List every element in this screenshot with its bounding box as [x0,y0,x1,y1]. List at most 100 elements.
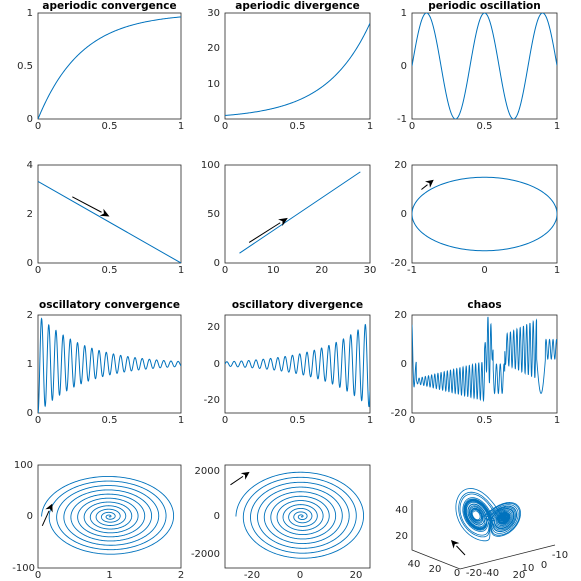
y-tick-label: 20 [513,570,526,581]
panel-aperiodic-convergence: aperiodic convergence 0 0.5 1 0 0.5 1 [17,0,184,132]
x-tick-label: 1 [367,121,373,132]
x-tick-label: 0.5 [102,121,118,132]
direction-arrowhead [451,540,460,549]
x-tick-label: 1 [178,265,184,276]
x-tick-label: 0 [481,265,487,276]
x-tick-label: 20 [315,265,328,276]
series-line [412,13,557,119]
y-tick-label: 50 [207,209,220,220]
direction-arrow [248,222,281,243]
series-line [235,471,365,559]
panel-title: aperiodic divergence [235,0,359,12]
panel-phase-line-diverging: 0 50 100 0 10 20 30 [201,160,376,276]
y-tick-label: 100 [201,160,220,171]
y-tick-label: 0 [27,114,33,125]
series-line [41,476,175,555]
series-line [239,171,361,254]
x-tick-label: 0.5 [477,415,493,426]
series-line [225,22,370,116]
x-tick-label: -40 [483,568,499,579]
y-tick-label: 1 [27,8,33,19]
y-tick-label: 30 [207,8,220,19]
x-tick-label: 20 [350,570,363,581]
panel-oscillatory-divergence: oscillatory divergence -20 0 20 0 0.5 1 [204,299,374,426]
x-tick-label: -1 [407,265,417,276]
y-tick-label: 20 [394,160,407,171]
x-tick-label: 40 [408,559,421,570]
x-tick-label: 0 [222,415,228,426]
y-tick-label: 0 [214,114,220,125]
y-tick-label: 20 [394,310,407,321]
y-tick-label: -2000 [191,549,220,560]
x-tick-label: 0 [409,121,415,132]
plot-box [224,464,371,569]
panel-phase-ellipse: -20 0 20 -1 0 1 [391,160,561,276]
y-tick-label: 0 [214,258,220,269]
y-tick-label: 0 [401,359,407,370]
x-tick-label: 1 [554,265,560,276]
x-tick-label: 0 [35,121,41,132]
y-tick-label: -10 [552,550,568,561]
panel-chaos: chaos -20 0 20 0 0.5 1 [391,299,561,426]
panel-periodic-oscillation: periodic oscillation -1 0 1 0 0.5 1 [397,0,560,132]
x-tick-label: 1 [106,570,112,581]
x-tick-label: 1 [178,415,184,426]
panel-phase-spiral-small: -100 0 100 0 1 2 [12,460,184,581]
axis-frame [411,500,556,570]
y-tick-label: 2 [27,209,33,220]
y-tick-label: -100 [12,563,35,574]
y-tick-label: 2 [27,310,33,321]
x-tick-label: 1 [554,121,560,132]
z-tick-label: 20 [395,531,408,542]
panel-title: periodic oscillation [428,0,541,12]
direction-arrow [230,475,244,486]
y-tick-label: 0 [27,511,33,522]
x-tick-label: 0.5 [477,121,493,132]
series-line [455,488,521,542]
x-tick-label: 0 [222,265,228,276]
x-tick-label: 0.5 [290,415,306,426]
x-tick-label: 0 [35,265,41,276]
panel-phase-line-converging: 0 2 4 0 0.5 1 [27,160,185,276]
x-tick-label: 2 [178,570,184,581]
x-tick-label: 0.5 [102,265,118,276]
plot-box [37,12,182,120]
panel-title: aperiodic convergence [42,0,176,12]
plot-box [37,464,182,569]
series-line [412,316,557,403]
y-tick-label: 0 [214,359,220,370]
x-tick-label: 30 [364,265,377,276]
x-tick-label: 0.5 [290,121,306,132]
y-tick-label: 100 [14,460,33,471]
y-tick-label: 0 [27,258,33,269]
x-tick-label: 0 [409,415,415,426]
panel-lorenz-3d: 40 20 40 20 0 -20 -40 20 10 0 -10 [395,488,568,581]
x-tick-label: 0 [35,570,41,581]
x-tick-label: 0.5 [102,415,118,426]
direction-arrow [421,184,428,190]
y-tick-label: 4 [27,160,33,171]
y-tick-label: 0 [27,408,33,419]
direction-arrowhead [278,217,288,227]
x-tick-label: -20 [244,570,260,581]
y-tick-label: -20 [204,395,220,406]
plot-box [224,12,371,120]
direction-arrowhead [424,179,434,188]
plot-box [224,164,371,264]
panel-oscillatory-convergence: oscillatory convergence 0 1 2 0 0.5 1 [27,299,185,426]
panel-title: oscillatory divergence [232,299,363,311]
panel-phase-spiral-large: -2000 0 2000 -20 0 20 [191,464,371,581]
y-tick-label: 10 [522,563,535,574]
panel-title: chaos [467,299,501,311]
direction-arrow [456,545,466,556]
direction-arrow [41,510,50,526]
y-tick-label: 1 [401,8,407,19]
panel-title: oscillatory convergence [39,299,180,311]
x-tick-label: 0 [297,570,303,581]
x-tick-label: 1 [554,415,560,426]
x-tick-label: -20 [466,568,482,579]
y-tick-label: 0 [541,560,547,571]
series-line [38,180,181,263]
panel-aperiodic-divergence: aperiodic divergence 0 10 20 30 0 0.5 1 [207,0,373,132]
